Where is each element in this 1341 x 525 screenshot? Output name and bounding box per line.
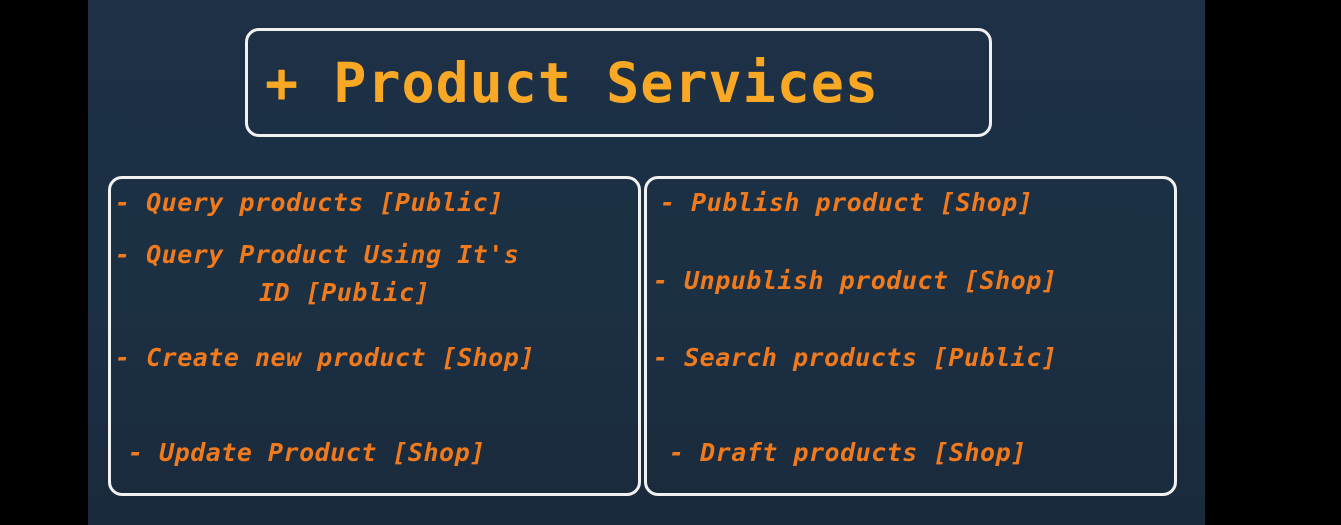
title-box: + Product Services <box>245 28 992 137</box>
service-item-query-products: - Query products [Public] <box>115 188 504 217</box>
slide-title: + Product Services <box>265 51 880 115</box>
service-item-create-product: - Create new product [Shop] <box>115 343 535 372</box>
service-item-query-product-by-id-continued: ID [Public] <box>259 278 431 307</box>
service-item-search-products: - Search products [Public] <box>653 343 1058 372</box>
left-services-box <box>108 176 641 496</box>
service-item-draft-products: - Draft products [Shop] <box>669 438 1027 467</box>
right-services-box <box>644 176 1177 496</box>
service-item-unpublish-product: - Unpublish product [Shop] <box>653 266 1058 295</box>
service-item-update-product: - Update Product [Shop] <box>128 438 486 467</box>
service-item-query-product-by-id: - Query Product Using It's <box>115 240 520 269</box>
service-item-publish-product: - Publish product [Shop] <box>660 188 1034 217</box>
slide: + Product Services - Query products [Pub… <box>88 0 1205 525</box>
